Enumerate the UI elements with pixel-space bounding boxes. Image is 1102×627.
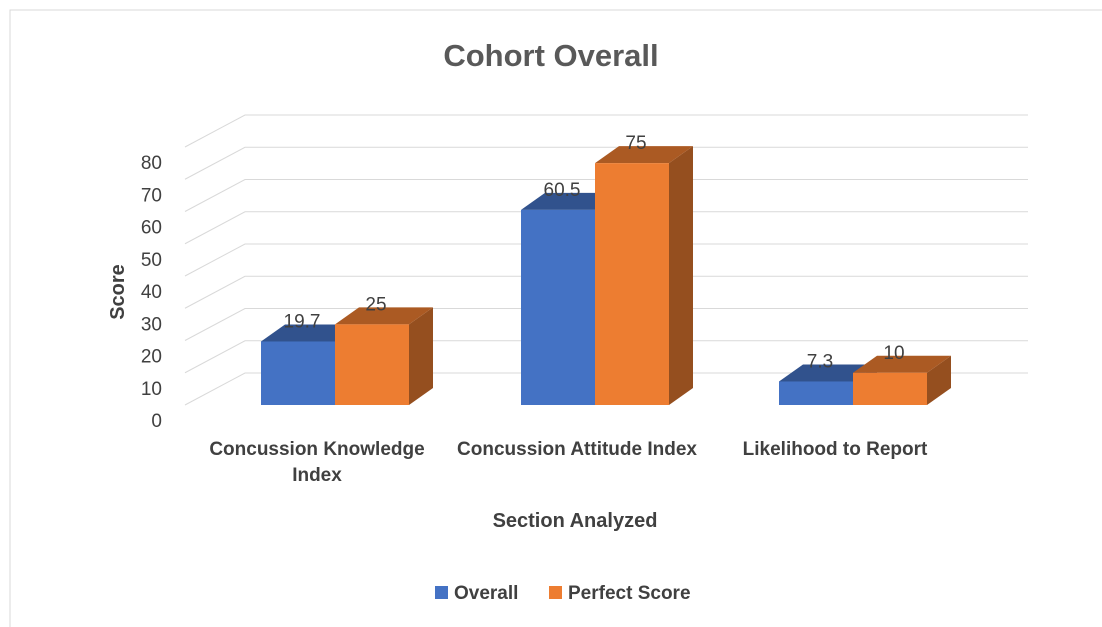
grid-line xyxy=(184,243,1028,277)
legend-label: Perfect Score xyxy=(568,583,691,604)
y-tick-label: 50 xyxy=(141,250,162,271)
x-axis-title: Section Analyzed xyxy=(493,510,658,532)
grid-line xyxy=(184,372,1028,406)
data-label: 75 xyxy=(625,133,646,154)
grid-line xyxy=(184,211,1028,245)
bar-side xyxy=(409,307,433,405)
bar xyxy=(779,381,853,405)
data-label: 10 xyxy=(883,343,904,364)
data-label: 7.3 xyxy=(807,351,833,372)
bar-side xyxy=(669,146,693,405)
data-label: 60.5 xyxy=(544,180,581,201)
grid-line xyxy=(184,308,1028,341)
y-axis-title: Score xyxy=(107,264,129,320)
data-label: 25 xyxy=(365,294,386,315)
y-tick-label: 70 xyxy=(141,185,162,206)
y-tick-label: 40 xyxy=(141,282,162,303)
y-tick-label: 60 xyxy=(141,218,162,239)
y-tick-label: 30 xyxy=(141,314,162,335)
data-label: 19.7 xyxy=(284,311,321,332)
bar-top xyxy=(261,324,359,342)
bar xyxy=(335,324,409,405)
bar xyxy=(853,372,927,405)
chart-title: Cohort Overall xyxy=(443,38,658,73)
legend: Overall Perfect Score xyxy=(435,583,691,604)
legend-swatch xyxy=(435,586,448,599)
y-tick-label: 10 xyxy=(141,379,162,400)
bar-top xyxy=(335,307,433,325)
x-tick-label: Concussion Knowledge Index xyxy=(209,439,425,486)
y-tick-label: 20 xyxy=(141,347,162,368)
grid-line xyxy=(184,146,1028,180)
x-tick-label: Likelihood to Report xyxy=(742,439,928,460)
bar xyxy=(521,209,595,405)
bar xyxy=(261,341,335,405)
x-tick-label: Concussion Attitude Index xyxy=(457,439,697,460)
grid-line xyxy=(184,275,1028,309)
bar-top xyxy=(779,364,877,382)
y-tick-label: 0 xyxy=(151,411,162,432)
bar-top xyxy=(595,146,693,164)
legend-label: Overall xyxy=(454,583,518,604)
y-tick-label: 80 xyxy=(141,153,162,174)
grid-line xyxy=(184,114,1028,148)
bar-top xyxy=(521,192,619,210)
bar-side xyxy=(927,355,951,405)
grid-line xyxy=(184,179,1028,212)
chart-border xyxy=(9,9,1102,627)
grid-line xyxy=(184,340,1028,374)
bar xyxy=(595,163,669,405)
legend-swatch xyxy=(549,586,562,599)
bar-top xyxy=(853,355,951,373)
